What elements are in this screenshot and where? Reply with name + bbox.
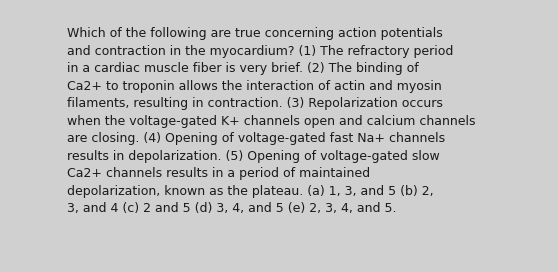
Text: Which of the following are true concerning action potentials
and contraction in : Which of the following are true concerni… bbox=[67, 27, 475, 215]
